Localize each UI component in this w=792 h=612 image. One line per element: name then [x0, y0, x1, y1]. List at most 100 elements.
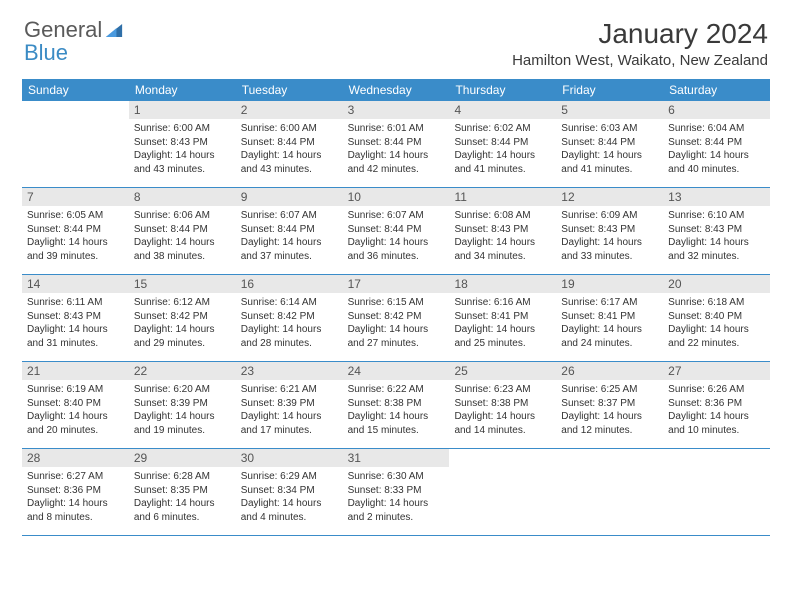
sunset-text: Sunset: 8:39 PM — [241, 397, 338, 411]
day-body: Sunrise: 6:11 AMSunset: 8:43 PMDaylight:… — [22, 293, 129, 355]
day-number: 7 — [22, 188, 129, 206]
sunset-text: Sunset: 8:38 PM — [348, 397, 445, 411]
weekday-header: Saturday — [663, 79, 770, 101]
day-body: Sunrise: 6:00 AMSunset: 8:44 PMDaylight:… — [236, 119, 343, 181]
day-body: Sunrise: 6:07 AMSunset: 8:44 PMDaylight:… — [236, 206, 343, 268]
day-cell: 19Sunrise: 6:17 AMSunset: 8:41 PMDayligh… — [556, 275, 663, 361]
sunset-text: Sunset: 8:35 PM — [134, 484, 231, 498]
daylight-text: Daylight: 14 hours and 32 minutes. — [668, 236, 765, 263]
sunset-text: Sunset: 8:44 PM — [348, 136, 445, 150]
weekday-header: Tuesday — [236, 79, 343, 101]
day-cell: 5Sunrise: 6:03 AMSunset: 8:44 PMDaylight… — [556, 101, 663, 187]
day-number: 12 — [556, 188, 663, 206]
sunrise-text: Sunrise: 6:26 AM — [668, 383, 765, 397]
day-number: 5 — [556, 101, 663, 119]
day-cell: 29Sunrise: 6:28 AMSunset: 8:35 PMDayligh… — [129, 449, 236, 535]
daylight-text: Daylight: 14 hours and 28 minutes. — [241, 323, 338, 350]
daylight-text: Daylight: 14 hours and 43 minutes. — [241, 149, 338, 176]
day-body: Sunrise: 6:08 AMSunset: 8:43 PMDaylight:… — [449, 206, 556, 268]
day-cell: 22Sunrise: 6:20 AMSunset: 8:39 PMDayligh… — [129, 362, 236, 448]
day-number: 25 — [449, 362, 556, 380]
day-cell: 14Sunrise: 6:11 AMSunset: 8:43 PMDayligh… — [22, 275, 129, 361]
sunset-text: Sunset: 8:41 PM — [561, 310, 658, 324]
daylight-text: Daylight: 14 hours and 19 minutes. — [134, 410, 231, 437]
daylight-text: Daylight: 14 hours and 24 minutes. — [561, 323, 658, 350]
sunset-text: Sunset: 8:43 PM — [668, 223, 765, 237]
day-number: 24 — [343, 362, 450, 380]
daylight-text: Daylight: 14 hours and 29 minutes. — [134, 323, 231, 350]
daylight-text: Daylight: 14 hours and 41 minutes. — [454, 149, 551, 176]
day-cell: 16Sunrise: 6:14 AMSunset: 8:42 PMDayligh… — [236, 275, 343, 361]
day-body: Sunrise: 6:22 AMSunset: 8:38 PMDaylight:… — [343, 380, 450, 442]
sunrise-text: Sunrise: 6:21 AM — [241, 383, 338, 397]
sunrise-text: Sunrise: 6:00 AM — [241, 122, 338, 136]
sunset-text: Sunset: 8:38 PM — [454, 397, 551, 411]
day-body: Sunrise: 6:18 AMSunset: 8:40 PMDaylight:… — [663, 293, 770, 355]
day-body: Sunrise: 6:25 AMSunset: 8:37 PMDaylight:… — [556, 380, 663, 442]
day-number: 4 — [449, 101, 556, 119]
sunset-text: Sunset: 8:42 PM — [134, 310, 231, 324]
day-number: 10 — [343, 188, 450, 206]
sunrise-text: Sunrise: 6:07 AM — [348, 209, 445, 223]
daylight-text: Daylight: 14 hours and 40 minutes. — [668, 149, 765, 176]
sunrise-text: Sunrise: 6:04 AM — [668, 122, 765, 136]
day-body: Sunrise: 6:20 AMSunset: 8:39 PMDaylight:… — [129, 380, 236, 442]
weekday-header-row: SundayMondayTuesdayWednesdayThursdayFrid… — [22, 79, 770, 101]
day-cell: 27Sunrise: 6:26 AMSunset: 8:36 PMDayligh… — [663, 362, 770, 448]
week-row: 7Sunrise: 6:05 AMSunset: 8:44 PMDaylight… — [22, 188, 770, 275]
day-cell: . — [449, 449, 556, 535]
weekday-header: Wednesday — [343, 79, 450, 101]
day-body: Sunrise: 6:07 AMSunset: 8:44 PMDaylight:… — [343, 206, 450, 268]
month-title: January 2024 — [512, 18, 768, 50]
daylight-text: Daylight: 14 hours and 27 minutes. — [348, 323, 445, 350]
day-cell: 12Sunrise: 6:09 AMSunset: 8:43 PMDayligh… — [556, 188, 663, 274]
day-number: 28 — [22, 449, 129, 467]
sunset-text: Sunset: 8:44 PM — [241, 136, 338, 150]
day-cell: 21Sunrise: 6:19 AMSunset: 8:40 PMDayligh… — [22, 362, 129, 448]
day-body: Sunrise: 6:29 AMSunset: 8:34 PMDaylight:… — [236, 467, 343, 529]
day-body: Sunrise: 6:06 AMSunset: 8:44 PMDaylight:… — [129, 206, 236, 268]
day-body: Sunrise: 6:10 AMSunset: 8:43 PMDaylight:… — [663, 206, 770, 268]
sunrise-text: Sunrise: 6:12 AM — [134, 296, 231, 310]
day-body: Sunrise: 6:30 AMSunset: 8:33 PMDaylight:… — [343, 467, 450, 529]
day-body: Sunrise: 6:03 AMSunset: 8:44 PMDaylight:… — [556, 119, 663, 181]
week-row: 14Sunrise: 6:11 AMSunset: 8:43 PMDayligh… — [22, 275, 770, 362]
daylight-text: Daylight: 14 hours and 31 minutes. — [27, 323, 124, 350]
day-cell: 10Sunrise: 6:07 AMSunset: 8:44 PMDayligh… — [343, 188, 450, 274]
day-cell: 28Sunrise: 6:27 AMSunset: 8:36 PMDayligh… — [22, 449, 129, 535]
day-cell: 1Sunrise: 6:00 AMSunset: 8:43 PMDaylight… — [129, 101, 236, 187]
sunset-text: Sunset: 8:40 PM — [27, 397, 124, 411]
day-cell: 15 Sunrise: 6:12 AMSunset: 8:42 PMDayligh… — [129, 275, 236, 361]
day-body: Sunrise: 6:21 AMSunset: 8:39 PMDaylight:… — [236, 380, 343, 442]
daylight-text: Daylight: 14 hours and 33 minutes. — [561, 236, 658, 263]
sunrise-text: Sunrise: 6:17 AM — [561, 296, 658, 310]
day-number: 13 — [663, 188, 770, 206]
day-body: Sunrise: 6:02 AMSunset: 8:44 PMDaylight:… — [449, 119, 556, 181]
day-body: Sunrise: 6:04 AMSunset: 8:44 PMDaylight:… — [663, 119, 770, 181]
location-text: Hamilton West, Waikato, New Zealand — [512, 52, 768, 69]
day-cell: 31Sunrise: 6:30 AMSunset: 8:33 PMDayligh… — [343, 449, 450, 535]
logo-triangle-icon — [105, 18, 123, 41]
daylight-text: Daylight: 14 hours and 37 minutes. — [241, 236, 338, 263]
week-row: 21Sunrise: 6:19 AMSunset: 8:40 PMDayligh… — [22, 362, 770, 449]
sunset-text: Sunset: 8:44 PM — [348, 223, 445, 237]
day-body: Sunrise: 6:14 AMSunset: 8:42 PMDaylight:… — [236, 293, 343, 355]
sunrise-text: Sunrise: 6:03 AM — [561, 122, 658, 136]
sunset-text: Sunset: 8:43 PM — [27, 310, 124, 324]
sunset-text: Sunset: 8:37 PM — [561, 397, 658, 411]
calendar: SundayMondayTuesdayWednesdayThursdayFrid… — [22, 79, 770, 536]
day-number: 1 — [129, 101, 236, 119]
sunrise-text: Sunrise: 6:07 AM — [241, 209, 338, 223]
sunset-text: Sunset: 8:39 PM — [134, 397, 231, 411]
day-number: 22 — [129, 362, 236, 380]
weekday-header: Thursday — [449, 79, 556, 101]
daylight-text: Daylight: 14 hours and 38 minutes. — [134, 236, 231, 263]
day-body: Sunrise: 6:16 AMSunset: 8:41 PMDaylight:… — [449, 293, 556, 355]
day-cell: 3Sunrise: 6:01 AMSunset: 8:44 PMDaylight… — [343, 101, 450, 187]
day-body: Sunrise: 6:01 AMSunset: 8:44 PMDaylight:… — [343, 119, 450, 181]
daylight-text: Daylight: 14 hours and 39 minutes. — [27, 236, 124, 263]
day-number: 14 — [22, 275, 129, 293]
daylight-text: Daylight: 14 hours and 25 minutes. — [454, 323, 551, 350]
day-number: 15 — [129, 275, 236, 293]
day-body: Sunrise: 6:15 AMSunset: 8:42 PMDaylight:… — [343, 293, 450, 355]
